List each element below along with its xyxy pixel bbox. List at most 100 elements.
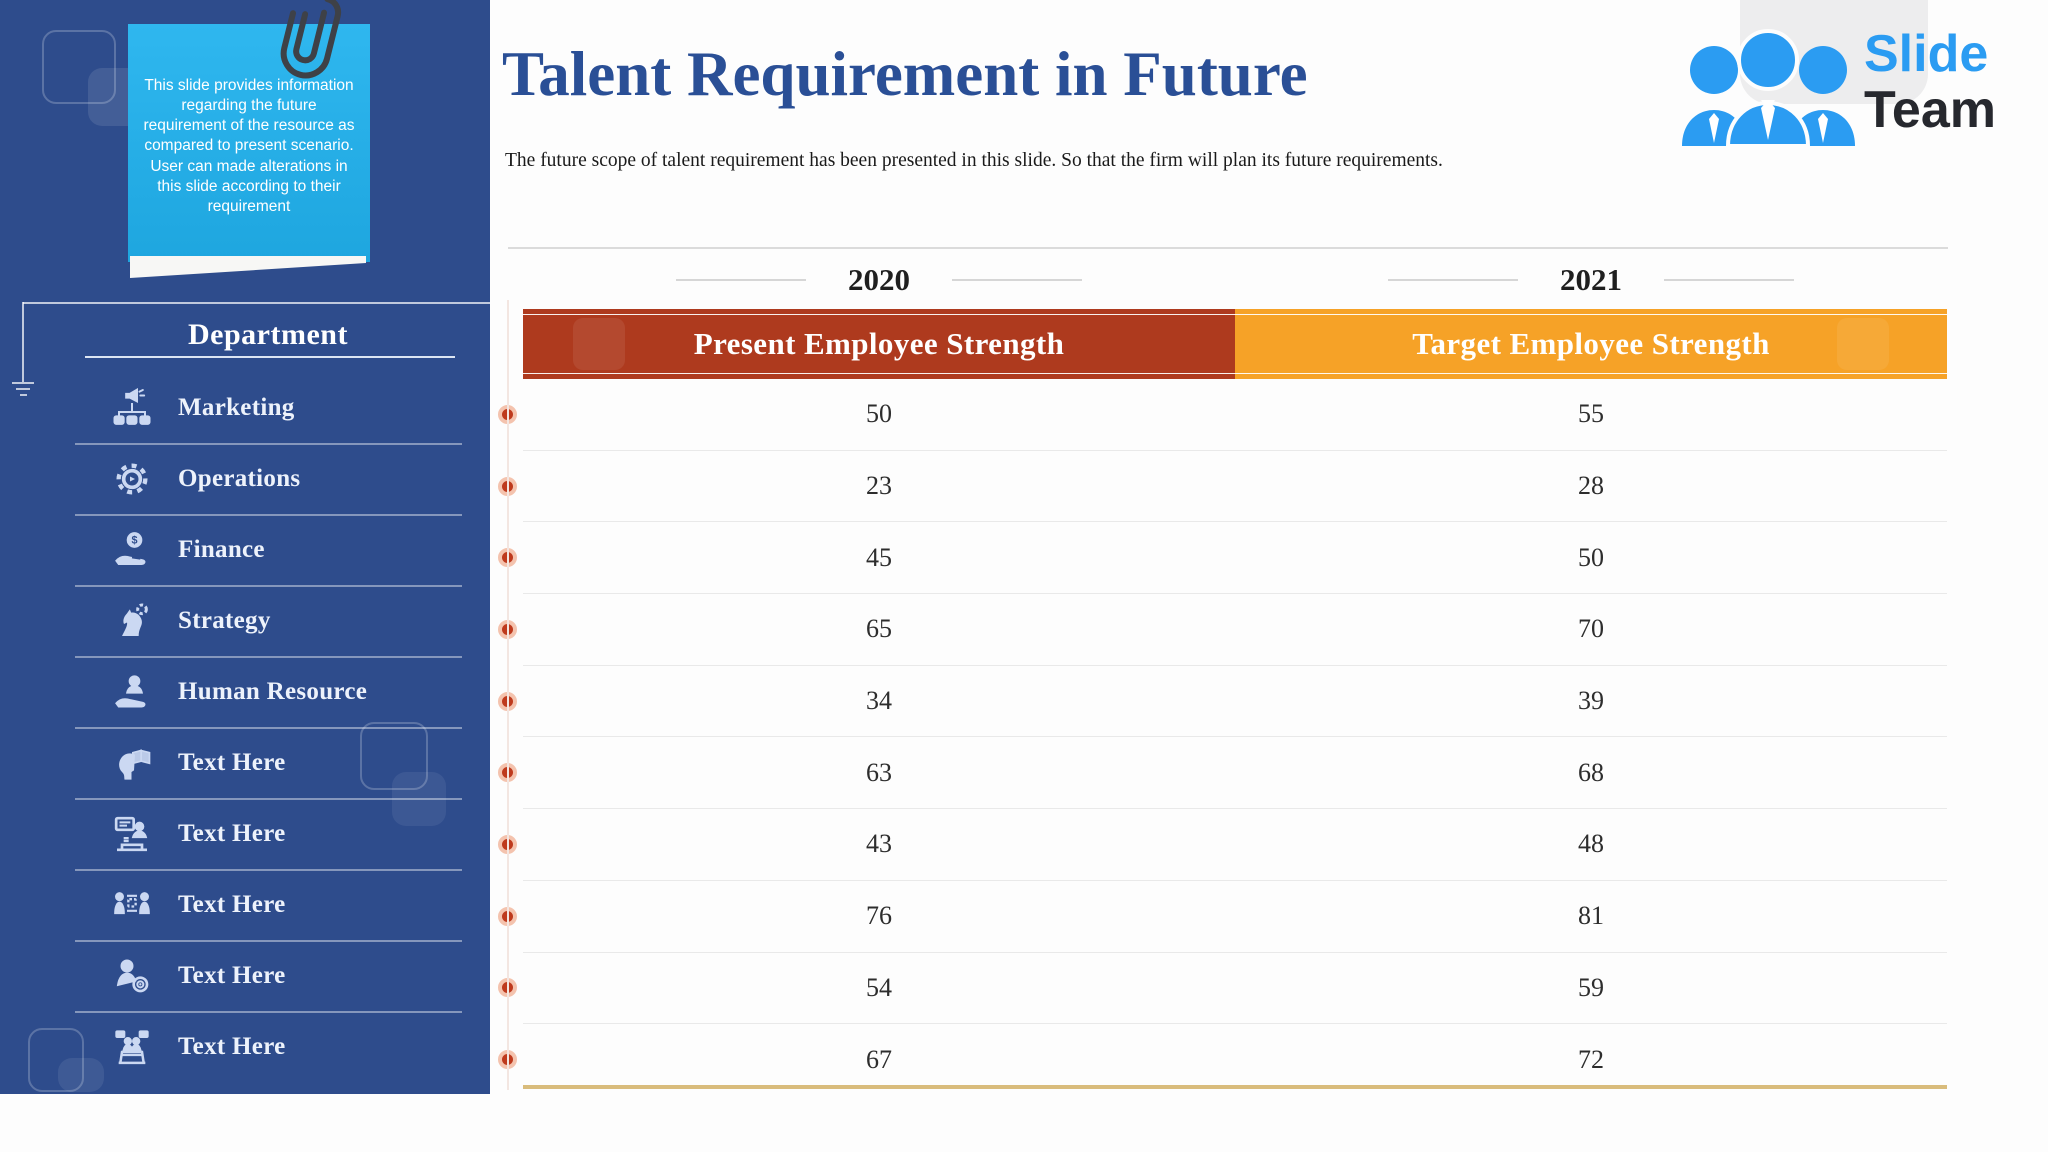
sidebar-item-text-4: Text Here <box>0 940 490 1011</box>
cell-target: 28 <box>1578 471 1604 501</box>
decorative-square <box>392 772 446 826</box>
cell-target: 59 <box>1578 972 1604 1002</box>
table-row: 43 48 <box>498 809 1947 881</box>
column-header-label: Present Employee Strength <box>693 326 1065 361</box>
bullet-rail-line <box>507 300 509 1090</box>
column-header-label: Target Employee Strength <box>1412 326 1770 361</box>
sidebar-item-label: Human Resource <box>178 677 368 705</box>
sticky-note-fold <box>130 256 366 278</box>
table-row: 34 39 <box>498 666 1947 738</box>
sidebar-item-label: Marketing <box>178 393 295 421</box>
cell-target: 81 <box>1578 901 1604 931</box>
sidebar-item-finance: $ Finance <box>0 514 490 585</box>
sidebar-item-label: Text Here <box>178 819 286 847</box>
table-row: 50 55 <box>498 379 1947 451</box>
strategy-icon <box>112 601 152 641</box>
table-row: 67 72 <box>498 1024 1947 1095</box>
slideteam-logo: Slide Team <box>1676 24 2046 149</box>
finance-icon: $ <box>112 530 152 570</box>
cell-target: 50 <box>1578 542 1604 572</box>
operations-icon <box>112 459 152 499</box>
sidebar-item-label: Strategy <box>178 606 271 634</box>
sidebar-item-text-2: Text Here <box>0 798 490 869</box>
bracket-line <box>22 302 24 382</box>
table-bottom-rule <box>523 1085 1947 1089</box>
year-dash <box>952 279 1082 281</box>
sidebar-item-text-5: Text Here <box>0 1011 490 1082</box>
marketing-icon <box>112 387 152 428</box>
cell-present: 34 <box>866 686 892 716</box>
decorative-square <box>360 722 428 790</box>
table-header-row: Present Employee Strength Target Employe… <box>523 309 1947 379</box>
cell-present: 23 <box>866 471 892 501</box>
table-row: 54 59 <box>498 953 1947 1025</box>
year-dash <box>1388 279 1518 281</box>
year-group-2020: 2020 <box>523 262 1235 298</box>
page-title: Talent Requirement in Future <box>502 39 1308 109</box>
logo-word-slide: Slide <box>1864 25 1989 83</box>
cell-present: 43 <box>866 829 892 859</box>
column-header-present: Present Employee Strength <box>523 309 1235 379</box>
person-target-icon <box>112 956 152 996</box>
sidebar-item-label: Text Here <box>178 961 286 989</box>
human-resource-icon <box>112 672 152 712</box>
cell-present: 45 <box>866 542 892 572</box>
cell-target: 70 <box>1578 614 1604 644</box>
cell-target: 55 <box>1578 399 1604 429</box>
logo-text: Slide Team <box>1864 26 1996 138</box>
cell-target: 72 <box>1578 1044 1604 1074</box>
decorative-square <box>28 1028 84 1092</box>
sidebar-item-operations: Operations <box>0 443 490 514</box>
header-watermark <box>573 318 625 370</box>
header-watermark <box>1837 318 1889 370</box>
sidebar-item-label: Text Here <box>178 1032 286 1060</box>
training-icon <box>112 814 152 854</box>
table-row: 76 81 <box>498 881 1947 953</box>
table-top-rule <box>508 247 1948 249</box>
table-row: 23 28 <box>498 451 1947 523</box>
bracket-line <box>23 302 490 304</box>
cell-target: 68 <box>1578 757 1604 787</box>
logo-people-icon <box>1682 29 1855 148</box>
sidebar-item-label: Text Here <box>178 748 286 776</box>
logo-word-team: Team <box>1864 81 1996 139</box>
sticky-note: This slide provides information regardin… <box>128 24 370 262</box>
year-label-2020: 2020 <box>848 262 910 297</box>
cell-present: 65 <box>866 614 892 644</box>
cell-target: 48 <box>1578 829 1604 859</box>
svg-text:$: $ <box>131 534 137 546</box>
cell-present: 50 <box>866 399 892 429</box>
paperclip-icon <box>280 0 342 79</box>
sidebar-item-label: Text Here <box>178 890 286 918</box>
department-underline <box>85 356 455 358</box>
ground-symbol <box>12 382 34 384</box>
table-row: 65 70 <box>498 594 1947 666</box>
ground-symbol <box>16 388 30 390</box>
cell-present: 63 <box>866 757 892 787</box>
column-header-target: Target Employee Strength <box>1235 309 1947 379</box>
decorative-square <box>42 30 116 104</box>
sticky-note-text: This slide provides information regardin… <box>143 77 355 215</box>
page-subtitle: The future scope of talent requirement h… <box>505 150 1443 171</box>
table-body: 50 55 23 28 45 50 65 70 34 39 63 68 43 48 76 81 … <box>498 379 1947 1095</box>
department-list: Marketing Operations $ <box>0 372 490 1082</box>
cell-present: 54 <box>866 972 892 1002</box>
table-row: 45 50 <box>498 522 1947 595</box>
cell-present: 67 <box>866 1044 892 1074</box>
meeting-icon <box>112 1027 152 1067</box>
decorative-square <box>58 1058 104 1092</box>
sidebar-item-label: Operations <box>178 464 301 492</box>
table-row: 63 68 <box>498 737 1947 810</box>
year-dash <box>1664 279 1794 281</box>
cell-target: 39 <box>1578 686 1604 716</box>
head-book-icon <box>112 743 152 783</box>
year-dash <box>676 279 806 281</box>
ground-symbol <box>20 394 27 396</box>
year-group-2021: 2021 <box>1235 262 1947 298</box>
cell-present: 76 <box>866 901 892 931</box>
sidebar-item-strategy: Strategy <box>0 585 490 656</box>
sidebar-item-text-1: Text Here <box>0 727 490 798</box>
year-label-2021: 2021 <box>1560 262 1622 297</box>
sidebar-item-human-resource: Human Resource <box>0 656 490 727</box>
